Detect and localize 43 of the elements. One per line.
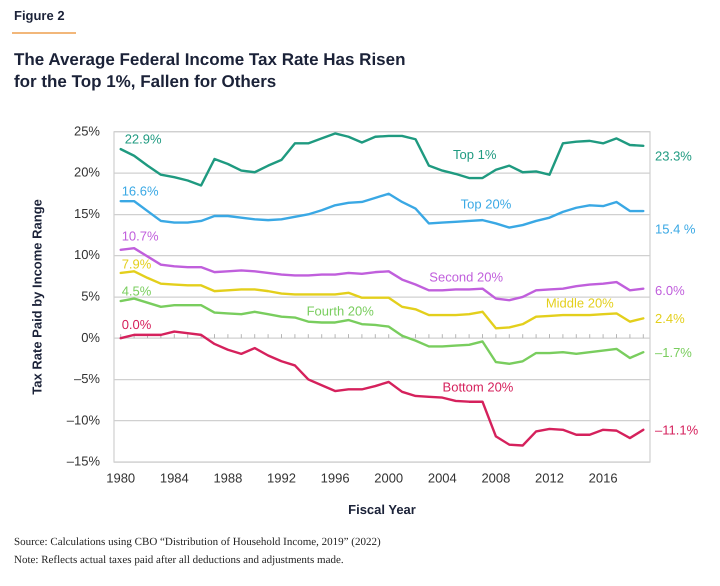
series-label: Fourth 20% <box>306 303 374 318</box>
data-label: 10.7% <box>122 228 159 244</box>
data-label: 0.0% <box>122 316 152 332</box>
data-label: 2.4% <box>655 310 686 326</box>
x-tick-label: 2008 <box>481 470 510 486</box>
y-tick-label: –10% <box>66 412 100 428</box>
data-label: 6.0% <box>655 283 686 298</box>
x-tick-label: 1980 <box>106 470 136 486</box>
text: Note: Reflects actual taxes paid after all deductions and adjustments made. <box>14 553 345 568</box>
y-tick-label: –5% <box>74 371 100 386</box>
data-label: 22.9% <box>124 132 162 147</box>
data-label: –1.7% <box>655 344 692 360</box>
series-label: Top 20% <box>460 196 512 212</box>
x-tick-label: 1996 <box>320 470 350 486</box>
caption: Figure 2 <box>14 8 65 24</box>
x-tick-label: 1992 <box>267 470 296 486</box>
x-tick-label: 2000 <box>374 470 404 486</box>
x-tick-label: 1988 <box>213 470 242 486</box>
data-label: 23.3% <box>655 148 692 164</box>
series-label: Bottom 20% <box>442 379 514 394</box>
series-label: Middle 20% <box>546 295 614 310</box>
series-label: Second 20% <box>429 270 504 285</box>
y-tick-label: 20% <box>74 164 100 180</box>
y-tick-label: 15% <box>74 206 100 221</box>
x-axis-title: Fiscal Year <box>348 502 416 517</box>
source-note: Source: Calculations using CBO “Distribution of Household Income, 2019” (2022) <box>14 535 381 550</box>
x-tick-label: 2012 <box>535 470 564 486</box>
data-label: 16.6% <box>122 184 159 199</box>
y-tick-label: 10% <box>74 247 100 262</box>
y-tick-label: 5% <box>81 288 100 304</box>
chart-title: The Average Federal Income Tax Rate Has Risen for the Top 1%, Fallen for Others <box>14 49 406 93</box>
x-tick-label: 1984 <box>160 470 189 486</box>
data-label: 15.4 % <box>655 222 696 237</box>
y-tick-label: 0% <box>81 330 100 345</box>
x-tick-label: 2004 <box>428 470 457 486</box>
y-tick-label: 25% <box>74 123 100 138</box>
data-label: 4.5% <box>122 284 152 299</box>
y-axis-title: Tax Rate Paid by Income Range <box>29 199 44 395</box>
y-tick-label: –15% <box>66 454 100 469</box>
series-label: Top 1% <box>453 147 497 162</box>
data-label: –11.1% <box>655 422 699 438</box>
data-label: 7.9% <box>122 256 152 272</box>
x-tick-label: 2016 <box>588 470 618 486</box>
